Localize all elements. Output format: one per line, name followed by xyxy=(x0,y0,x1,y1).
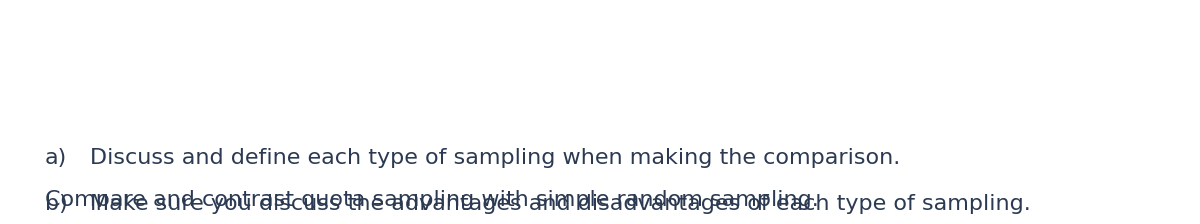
Text: Make sure you discuss the advantages and disadvantages of each type of sampling.: Make sure you discuss the advantages and… xyxy=(90,194,1031,214)
Text: b): b) xyxy=(46,194,67,214)
Text: Discuss and define each type of sampling when making the comparison.: Discuss and define each type of sampling… xyxy=(90,148,900,168)
Text: a): a) xyxy=(46,148,67,168)
Text: Compare and contrast quota sampling with simple random sampling.: Compare and contrast quota sampling with… xyxy=(46,190,818,210)
